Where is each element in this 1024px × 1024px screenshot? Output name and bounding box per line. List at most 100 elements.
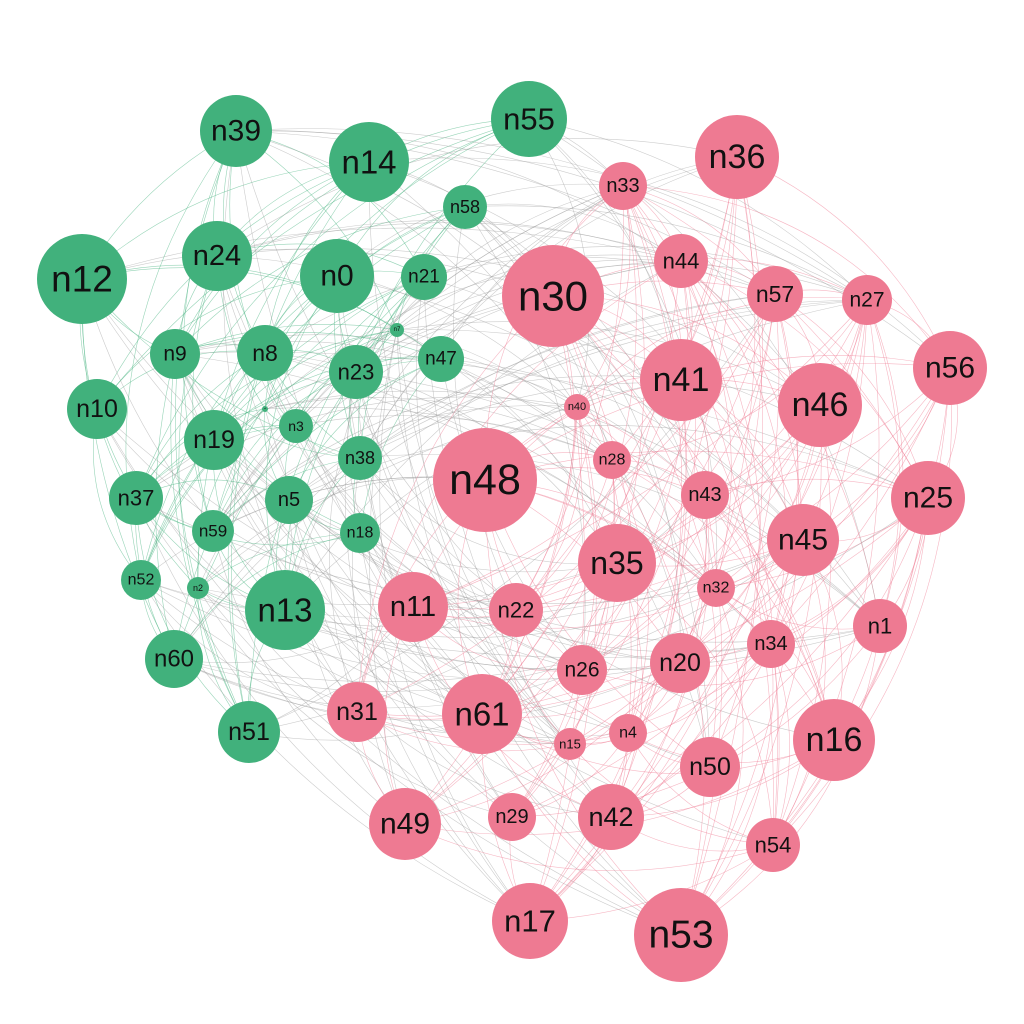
node-circle-n36 <box>695 115 779 199</box>
node-n61[interactable]: n61 <box>442 674 522 754</box>
node-n49[interactable]: n49 <box>369 788 441 860</box>
node-n5[interactable]: n5 <box>265 476 313 524</box>
edge-n31-n52 <box>140 579 358 713</box>
node-label-n34: n34 <box>754 633 787 655</box>
node-layer: n0 n1 n2 n3 n4 n5 n6 n7 n8 n9 n10 n11 n12 n13 n14 n15 n1… <box>37 81 987 982</box>
node-n27[interactable]: n27 <box>842 275 892 325</box>
node-n50[interactable]: n50 <box>680 737 740 797</box>
node-n7[interactable]: n7 <box>390 323 404 337</box>
edge-n1-n27 <box>866 299 904 627</box>
node-n9[interactable]: n9 <box>150 329 200 379</box>
edge-n25-n54 <box>772 497 929 846</box>
node-n32[interactable]: n32 <box>697 569 735 607</box>
node-label-n60: n60 <box>154 646 194 673</box>
node-n56[interactable]: n56 <box>913 331 987 405</box>
edge-n22-n33 <box>515 185 624 611</box>
node-n28[interactable]: n28 <box>593 441 631 479</box>
edge-n16-n40 <box>576 406 835 741</box>
node-n58[interactable]: n58 <box>443 185 487 229</box>
node-label-n50: n50 <box>689 753 731 781</box>
node-n26[interactable]: n26 <box>557 645 607 695</box>
node-n23[interactable]: n23 <box>329 345 383 399</box>
edge-n9-n47 <box>174 332 442 360</box>
node-n29[interactable]: n29 <box>488 793 536 841</box>
node-circle-n28 <box>593 441 631 479</box>
node-n33[interactable]: n33 <box>599 162 647 210</box>
edge-n20-n31 <box>356 662 681 717</box>
edge-n7-n53 <box>396 329 682 936</box>
node-n53[interactable]: n53 <box>634 888 728 982</box>
edge-n35-n38 <box>359 457 618 565</box>
node-n57[interactable]: n57 <box>747 266 803 322</box>
node-n30[interactable]: n30 <box>502 245 604 347</box>
node-n59[interactable]: n59 <box>192 510 234 552</box>
node-n0[interactable]: n0 <box>300 239 374 313</box>
node-n18[interactable]: n18 <box>340 513 380 553</box>
node-n11[interactable]: n11 <box>378 572 448 642</box>
node-n14[interactable]: n14 <box>329 122 409 202</box>
edge-n16-n61 <box>481 713 835 774</box>
edge-n0-n13 <box>265 275 338 611</box>
node-n31[interactable]: n31 <box>327 682 387 742</box>
node-n55[interactable]: n55 <box>491 81 567 157</box>
node-circle-n18 <box>340 513 380 553</box>
node-circle-n34 <box>747 620 795 668</box>
node-n43[interactable]: n43 <box>681 471 729 519</box>
node-n21[interactable]: n21 <box>401 254 447 300</box>
node-label-n41: n41 <box>653 361 710 399</box>
node-n15[interactable]: n15 <box>554 728 586 760</box>
node-circle-n33 <box>599 162 647 210</box>
node-n20[interactable]: n20 <box>650 633 710 693</box>
node-n44[interactable]: n44 <box>654 234 708 288</box>
node-n2[interactable]: n2 <box>187 577 209 599</box>
node-n19[interactable]: n19 <box>184 410 244 470</box>
node-n16[interactable]: n16 <box>793 699 875 781</box>
node-label-n8: n8 <box>252 340 278 366</box>
node-n13[interactable]: n13 <box>245 570 325 650</box>
edge-n12-n61 <box>81 278 483 715</box>
node-circle-n10 <box>67 379 127 439</box>
node-n60[interactable]: n60 <box>145 630 203 688</box>
node-n37[interactable]: n37 <box>109 471 163 525</box>
node-label-n33: n33 <box>606 175 639 197</box>
node-n51[interactable]: n51 <box>218 701 280 763</box>
node-label-n6: n6 <box>264 408 267 410</box>
node-n24[interactable]: n24 <box>182 221 252 291</box>
edge-n46-n54 <box>772 404 832 846</box>
node-n39[interactable]: n39 <box>200 95 272 167</box>
edge-n0-n10 <box>96 275 338 410</box>
node-n41[interactable]: n41 <box>640 339 722 421</box>
edge-n14-n42 <box>368 161 612 818</box>
node-circle-n30 <box>502 245 604 347</box>
node-n17[interactable]: n17 <box>492 883 568 959</box>
node-label-n42: n42 <box>588 802 633 832</box>
node-label-n18: n18 <box>347 525 374 542</box>
node-n8[interactable]: n8 <box>237 325 293 381</box>
node-n25[interactable]: n25 <box>891 461 965 535</box>
node-n10[interactable]: n10 <box>67 379 127 439</box>
node-circle-n13 <box>245 570 325 650</box>
node-n42[interactable]: n42 <box>578 784 644 850</box>
node-n40[interactable]: n40 <box>564 394 590 420</box>
node-n1[interactable]: n1 <box>853 599 907 653</box>
node-label-n51: n51 <box>228 718 270 746</box>
node-n52[interactable]: n52 <box>121 560 161 600</box>
node-n36[interactable]: n36 <box>695 115 779 199</box>
edge-n30-n31 <box>356 295 554 713</box>
node-circle-n3 <box>279 409 313 443</box>
node-n38[interactable]: n38 <box>338 436 382 480</box>
node-n34[interactable]: n34 <box>747 620 795 668</box>
node-label-n7: n7 <box>394 327 401 333</box>
node-n54[interactable]: n54 <box>746 818 800 872</box>
node-n35[interactable]: n35 <box>578 524 656 602</box>
node-label-n47: n47 <box>425 349 457 370</box>
node-n4[interactable]: n4 <box>609 714 647 752</box>
node-n48[interactable]: n48 <box>433 428 537 532</box>
node-n47[interactable]: n47 <box>418 336 464 382</box>
node-n6[interactable]: n6 <box>262 406 268 412</box>
node-n45[interactable]: n45 <box>767 504 839 576</box>
node-n3[interactable]: n3 <box>279 409 313 443</box>
node-n12[interactable]: n12 <box>37 234 127 324</box>
node-n22[interactable]: n22 <box>489 583 543 637</box>
node-n46[interactable]: n46 <box>778 363 862 447</box>
